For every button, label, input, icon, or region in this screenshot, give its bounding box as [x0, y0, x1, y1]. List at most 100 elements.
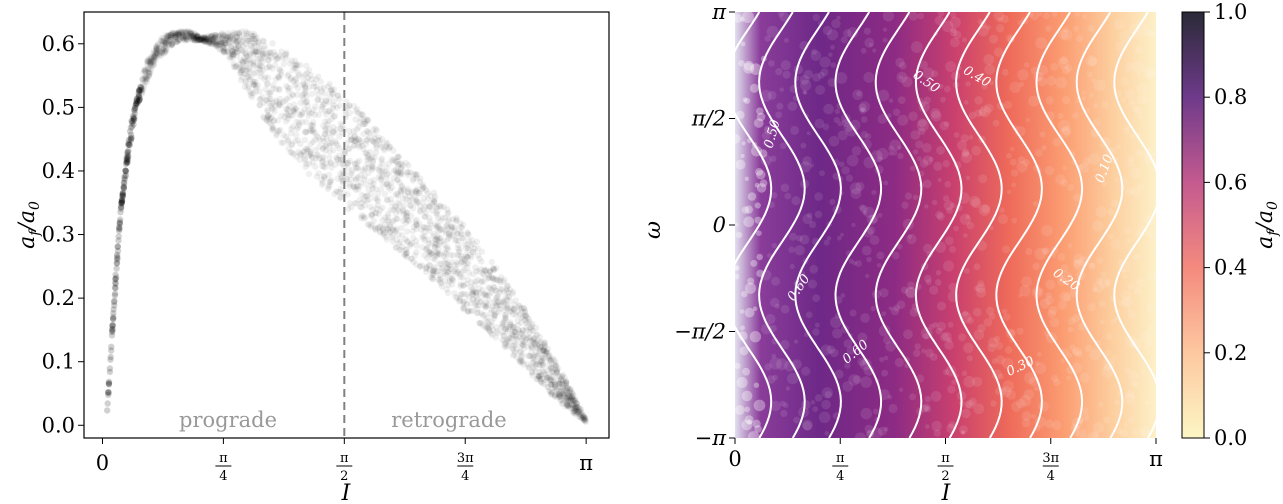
scatter-point	[478, 258, 485, 265]
scatter-point	[160, 37, 167, 45]
scatter-point	[433, 251, 441, 258]
heatmap-point	[1055, 174, 1066, 185]
scatter-point	[228, 32, 235, 39]
scatter-point	[274, 117, 282, 124]
heatmap-point	[924, 204, 929, 209]
svg-text:3π: 3π	[1042, 451, 1059, 466]
scatter-point	[519, 351, 526, 358]
scatter-point	[563, 379, 570, 386]
scatter-point	[202, 38, 210, 45]
scatter-point	[508, 308, 515, 315]
scatter-point	[233, 38, 240, 45]
x-tick-label: π2	[937, 451, 954, 484]
scatter-point	[526, 328, 533, 336]
scatter-point	[159, 46, 166, 53]
scatter-point	[488, 306, 495, 313]
scatter-point	[551, 384, 558, 391]
heatmap-point	[907, 234, 913, 239]
scatter-point	[203, 35, 210, 43]
heatmap-point	[806, 212, 813, 218]
scatter-point	[494, 329, 501, 337]
scatter-point	[472, 264, 479, 271]
scatter-point	[204, 37, 211, 44]
scatter-point	[224, 49, 232, 56]
scatter-point	[327, 160, 334, 167]
heatmap-point	[749, 331, 762, 343]
scatter-point	[227, 42, 235, 50]
scatter-point	[490, 284, 498, 291]
scatter-point	[385, 145, 392, 152]
heatmap-point	[910, 41, 923, 53]
scatter-point	[528, 343, 535, 351]
scatter-point	[128, 135, 135, 143]
heatmap-point	[865, 273, 870, 279]
heatmap-point	[800, 142, 807, 149]
scatter-point	[518, 340, 525, 347]
scatter-point	[360, 215, 367, 222]
heatmap-point	[1010, 169, 1019, 177]
scatter-point	[113, 260, 121, 267]
heatmap-point	[854, 432, 866, 438]
heatmap-point	[735, 134, 741, 144]
scatter-point	[136, 86, 143, 94]
scatter-point	[153, 46, 160, 53]
scatter-point	[566, 388, 573, 395]
heatmap-point	[1122, 127, 1131, 135]
scatter-point	[545, 351, 553, 358]
scatter-point	[161, 37, 168, 45]
scatter-point	[371, 135, 379, 142]
scatter-point	[368, 182, 375, 189]
svg-text:0: 0	[728, 447, 741, 471]
x-tick-label: π2	[336, 451, 353, 484]
scatter-point	[272, 56, 280, 63]
scatter-point	[311, 129, 318, 137]
scatter-point	[452, 236, 460, 244]
scatter-point	[193, 35, 201, 42]
scatter-point	[239, 37, 247, 44]
scatter-point	[182, 29, 190, 36]
scatter-point	[161, 48, 169, 55]
scatter-point	[222, 36, 230, 43]
scatter-point	[233, 40, 240, 47]
scatter-point	[572, 408, 580, 415]
scatter-point	[357, 179, 365, 186]
heatmap-point	[1136, 277, 1146, 287]
scatter-point	[381, 168, 388, 175]
scatter-point	[375, 134, 382, 141]
heatmap-point	[1134, 253, 1141, 260]
scatter-point	[309, 138, 317, 146]
scatter-point	[436, 276, 443, 283]
scatter-point	[182, 28, 189, 36]
heatmap-point	[1147, 69, 1156, 79]
scatter-point	[413, 222, 421, 229]
scatter-point	[269, 106, 276, 113]
heatmap-point	[910, 130, 921, 140]
scatter-point	[383, 171, 391, 178]
scatter-point	[489, 331, 496, 339]
scatter-point	[504, 282, 511, 289]
scatter-point	[445, 234, 452, 242]
heatmap-point	[740, 153, 745, 158]
heatmap-point	[947, 321, 954, 328]
scatter-point	[554, 378, 562, 385]
scatter-point	[498, 320, 506, 327]
scatter-point	[354, 136, 361, 143]
scatter-point	[266, 49, 273, 56]
scatter-point	[484, 302, 491, 309]
scatter-point	[153, 53, 160, 61]
scatter-point	[330, 123, 337, 131]
scatter-point	[179, 34, 186, 41]
scatter-point	[201, 38, 208, 45]
heatmap-point	[1099, 319, 1105, 325]
scatter-point	[247, 50, 254, 57]
scatter-point	[237, 66, 244, 74]
scatter-point	[190, 34, 197, 42]
heatmap-point	[780, 183, 790, 192]
scatter-point	[355, 124, 362, 131]
scatter-point	[219, 42, 227, 49]
scatter-point	[385, 181, 392, 188]
heatmap-point	[743, 62, 755, 74]
scatter-point	[404, 185, 411, 192]
scatter-point	[344, 160, 351, 167]
scatter-point	[543, 376, 550, 384]
